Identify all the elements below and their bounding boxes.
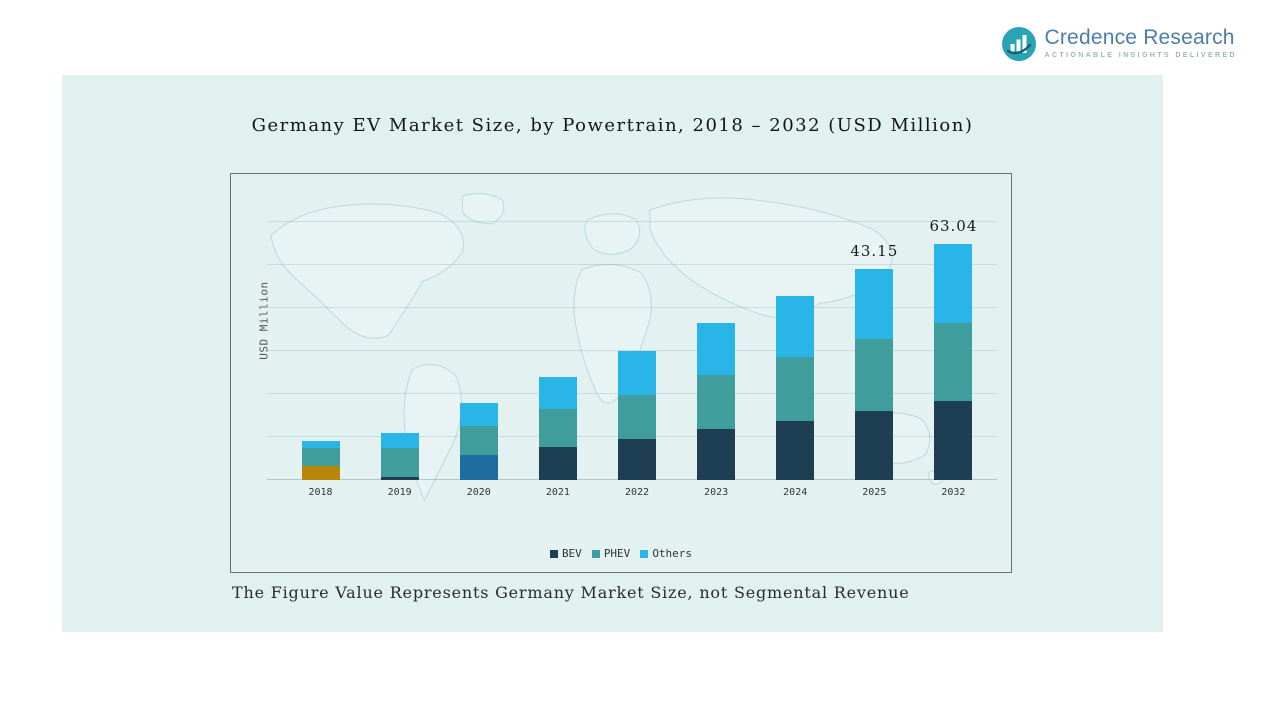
bar-segment-phev (617, 394, 656, 439)
gridline (267, 221, 997, 222)
legend-label: Others (652, 547, 693, 560)
bar-segment-bev (301, 465, 340, 480)
bar-segment-bev (934, 401, 973, 480)
stacked-bar-2018 (301, 440, 340, 480)
legend-item-phev: PHEV (591, 547, 631, 560)
x-tick-label: 2021 (545, 487, 570, 498)
logo-text: Credence Research Actionable Insights De… (1045, 26, 1238, 59)
bar-segment-others (776, 296, 815, 357)
bar-value-label: 43.15 (850, 242, 899, 261)
bar-slot: 2023 (677, 323, 756, 498)
bars-row: 2018 2019 2020 2021 2022 2023 2024 2025 43.15 203… (281, 217, 993, 498)
gridline (267, 264, 997, 265)
x-tick-label: 2019 (387, 487, 412, 498)
gridline (267, 307, 997, 308)
bar-segment-others (934, 244, 973, 323)
bar-segment-others (697, 323, 736, 376)
y-axis-label: USD Million (257, 281, 271, 360)
bar-segment-others (538, 376, 577, 410)
bar-slot: 2020 (439, 403, 518, 498)
bar-segment-bev (538, 447, 577, 480)
bar-segment-phev (934, 322, 973, 402)
logo-tagline-text: Actionable Insights Delivered (1044, 52, 1237, 60)
stacked-bar-2020 (459, 403, 498, 480)
stacked-bar-2032 (934, 244, 973, 480)
bar-slot: 2022 (597, 350, 676, 498)
bar-segment-others (855, 269, 894, 339)
bar-value-label: 63.04 (929, 217, 978, 236)
stacked-bar-2021 (538, 376, 577, 480)
bar-segment-others (380, 433, 419, 448)
legend-swatch (549, 549, 558, 558)
stacked-bar-2019 (380, 433, 419, 480)
bar-segment-bev (697, 429, 736, 480)
x-tick-label: 2023 (704, 487, 729, 498)
legend-label: BEV (561, 547, 582, 560)
bar-segment-phev (855, 338, 894, 411)
bar-segment-others (301, 440, 340, 449)
bar-segment-others (617, 350, 656, 395)
bar-segment-phev (459, 426, 498, 456)
chart-panel: Germany EV Market Size, by Powertrain, 2… (62, 75, 1163, 632)
credence-research-logo: Credence Research Actionable Insights De… (1001, 26, 1238, 62)
gridline (267, 350, 997, 351)
bar-slot: 2032 63.04 (914, 217, 993, 498)
bar-segment-phev (380, 447, 419, 478)
chart-plot-area: USD Million 2018 2019 2020 2021 2022 2023 2024… (230, 173, 1012, 573)
x-tick-label: 2025 (862, 487, 887, 498)
bar-segment-bev (617, 438, 656, 480)
stacked-bar-2023 (697, 323, 736, 480)
bar-slot: 2021 (518, 376, 597, 498)
legend-label: PHEV (603, 547, 631, 560)
chart-title: Germany EV Market Size, by Powertrain, 2… (251, 115, 974, 136)
x-tick-label: 2022 (624, 487, 650, 498)
bar-segment-others (459, 403, 498, 427)
bar-segment-phev (697, 375, 736, 430)
stacked-bar-2024 (776, 296, 815, 480)
stacked-bar-2025 (855, 269, 894, 480)
bar-segment-phev (776, 356, 815, 421)
chart-footnote: The Figure Value Represents Germany Mark… (232, 583, 910, 602)
bar-slot: 2018 (281, 440, 360, 498)
legend-item-bev: BEV (549, 547, 582, 560)
bar-slot: 2019 (360, 433, 439, 498)
x-tick-label: 2024 (783, 487, 808, 498)
bar-segment-bev (776, 420, 815, 480)
bar-chart-circle-icon (1001, 27, 1036, 61)
bar-segment-bev (855, 410, 894, 480)
x-tick-label: 2018 (308, 487, 333, 498)
bar-segment-bev (380, 477, 419, 480)
legend: BEV PHEV Others (231, 547, 1011, 560)
legend-swatch (640, 549, 649, 558)
legend-swatch (591, 549, 600, 558)
x-tick-label: 2032 (941, 487, 966, 498)
bar-slot: 2025 43.15 (835, 242, 914, 498)
bar-segment-bev (459, 455, 498, 480)
legend-item-others: Others (640, 547, 692, 560)
bar-segment-phev (301, 448, 340, 466)
stacked-bar-2022 (617, 350, 656, 480)
bar-slot: 2024 (756, 296, 835, 498)
x-tick-label: 2020 (466, 487, 491, 498)
logo-brand-text: Credence Research (1044, 26, 1235, 49)
bar-segment-phev (538, 409, 577, 448)
